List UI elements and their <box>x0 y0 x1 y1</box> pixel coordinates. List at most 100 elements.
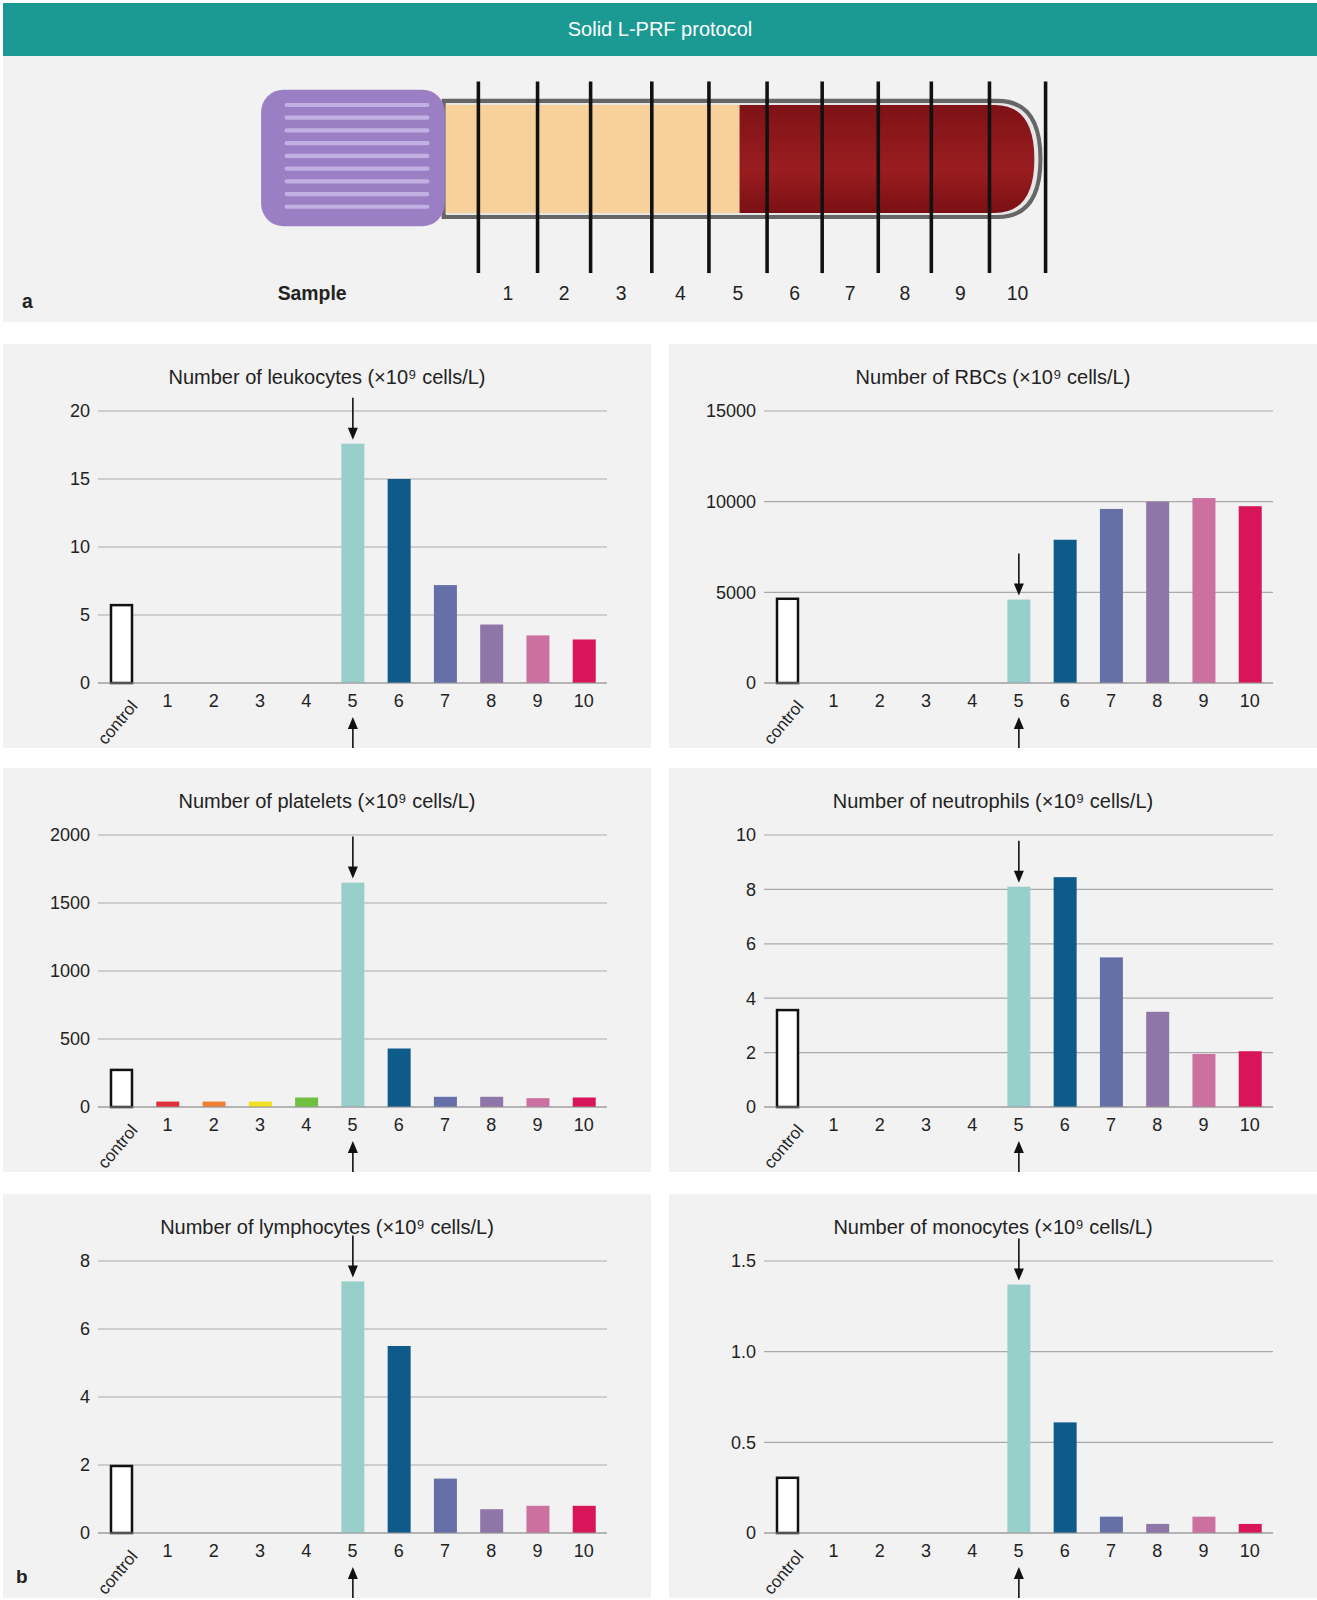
svg-text:6: 6 <box>1060 1541 1070 1561</box>
svg-text:1.5: 1.5 <box>731 1251 756 1271</box>
svg-text:4: 4 <box>301 1115 311 1135</box>
svg-text:control: control <box>94 1547 141 1598</box>
svg-text:2: 2 <box>209 1541 219 1561</box>
svg-text:5: 5 <box>1013 1115 1023 1135</box>
svg-text:control: control <box>760 1121 807 1172</box>
svg-text:5: 5 <box>1013 691 1023 711</box>
svg-text:9: 9 <box>1199 1115 1209 1135</box>
svg-text:control: control <box>760 697 807 748</box>
svg-text:4: 4 <box>967 691 977 711</box>
svg-text:0: 0 <box>746 673 756 693</box>
svg-text:8: 8 <box>80 1251 90 1271</box>
svg-text:6: 6 <box>394 691 404 711</box>
svg-text:1: 1 <box>162 1115 172 1135</box>
svg-text:7: 7 <box>440 1541 450 1561</box>
svg-text:5: 5 <box>347 1541 357 1561</box>
svg-text:0: 0 <box>746 1097 756 1117</box>
svg-text:2: 2 <box>875 1541 885 1561</box>
svg-text:1: 1 <box>828 691 838 711</box>
svg-text:7: 7 <box>1106 691 1116 711</box>
svg-text:0: 0 <box>746 1523 756 1543</box>
svg-text:8: 8 <box>1152 1541 1162 1561</box>
svg-text:10: 10 <box>1007 282 1029 304</box>
svg-text:4: 4 <box>967 1115 977 1135</box>
svg-text:6: 6 <box>80 1319 90 1339</box>
svg-text:8: 8 <box>899 282 910 304</box>
svg-text:3: 3 <box>921 691 931 711</box>
svg-text:10: 10 <box>1240 1541 1260 1561</box>
svg-text:500: 500 <box>60 1029 90 1049</box>
svg-text:1: 1 <box>503 282 514 304</box>
svg-text:7: 7 <box>845 282 856 304</box>
svg-text:9: 9 <box>533 1115 543 1135</box>
svg-text:10: 10 <box>70 537 90 557</box>
svg-text:10: 10 <box>574 1541 594 1561</box>
svg-text:1: 1 <box>162 691 172 711</box>
svg-text:8: 8 <box>1152 1115 1162 1135</box>
svg-text:4: 4 <box>746 989 756 1009</box>
svg-text:6: 6 <box>1060 1115 1070 1135</box>
svg-text:3: 3 <box>255 1115 265 1135</box>
svg-text:5: 5 <box>347 1115 357 1135</box>
svg-text:2: 2 <box>209 1115 219 1135</box>
svg-text:1: 1 <box>828 1115 838 1135</box>
svg-text:8: 8 <box>486 1115 496 1135</box>
svg-text:4: 4 <box>301 691 311 711</box>
svg-text:3: 3 <box>921 1541 931 1561</box>
svg-text:0: 0 <box>80 673 90 693</box>
svg-text:Sample: Sample <box>278 282 347 304</box>
svg-text:0: 0 <box>80 1523 90 1543</box>
svg-text:10: 10 <box>574 691 594 711</box>
svg-text:1: 1 <box>162 1541 172 1561</box>
svg-text:7: 7 <box>1106 1541 1116 1561</box>
svg-text:7: 7 <box>440 691 450 711</box>
svg-text:a: a <box>22 290 33 312</box>
svg-text:3: 3 <box>255 1541 265 1561</box>
svg-text:7: 7 <box>1106 1115 1116 1135</box>
svg-text:1: 1 <box>828 1541 838 1561</box>
svg-text:3: 3 <box>255 691 265 711</box>
svg-text:9: 9 <box>955 282 966 304</box>
svg-text:control: control <box>760 1547 807 1598</box>
svg-text:9: 9 <box>1199 691 1209 711</box>
svg-text:20: 20 <box>70 401 90 421</box>
svg-text:5: 5 <box>733 282 744 304</box>
svg-text:4: 4 <box>80 1387 90 1407</box>
svg-text:15: 15 <box>70 469 90 489</box>
svg-text:6: 6 <box>394 1541 404 1561</box>
svg-text:10: 10 <box>1240 691 1260 711</box>
svg-text:15000: 15000 <box>706 401 756 421</box>
svg-text:2000: 2000 <box>50 825 90 845</box>
svg-text:4: 4 <box>675 282 686 304</box>
svg-text:control: control <box>94 1121 141 1172</box>
svg-text:8: 8 <box>486 691 496 711</box>
svg-text:8: 8 <box>746 880 756 900</box>
svg-text:10: 10 <box>1240 1115 1260 1135</box>
svg-text:4: 4 <box>967 1541 977 1561</box>
svg-text:2: 2 <box>875 1115 885 1135</box>
svg-text:2: 2 <box>209 691 219 711</box>
svg-text:8: 8 <box>486 1541 496 1561</box>
svg-text:8: 8 <box>1152 691 1162 711</box>
svg-text:5: 5 <box>80 605 90 625</box>
svg-text:5: 5 <box>1013 1541 1023 1561</box>
svg-text:10: 10 <box>736 825 756 845</box>
svg-text:10: 10 <box>574 1115 594 1135</box>
svg-text:6: 6 <box>746 934 756 954</box>
svg-text:3: 3 <box>616 282 627 304</box>
svg-text:0.5: 0.5 <box>731 1433 756 1453</box>
svg-text:2: 2 <box>746 1043 756 1063</box>
svg-text:control: control <box>94 697 141 748</box>
svg-text:2: 2 <box>80 1455 90 1475</box>
svg-text:2: 2 <box>559 282 570 304</box>
svg-text:1000: 1000 <box>50 961 90 981</box>
svg-text:9: 9 <box>533 1541 543 1561</box>
svg-text:9: 9 <box>1199 1541 1209 1561</box>
svg-text:2: 2 <box>875 691 885 711</box>
svg-text:1.0: 1.0 <box>731 1342 756 1362</box>
svg-text:1500: 1500 <box>50 893 90 913</box>
svg-text:6: 6 <box>1060 691 1070 711</box>
svg-text:10000: 10000 <box>706 492 756 512</box>
svg-text:5: 5 <box>347 691 357 711</box>
svg-text:6: 6 <box>789 282 800 304</box>
